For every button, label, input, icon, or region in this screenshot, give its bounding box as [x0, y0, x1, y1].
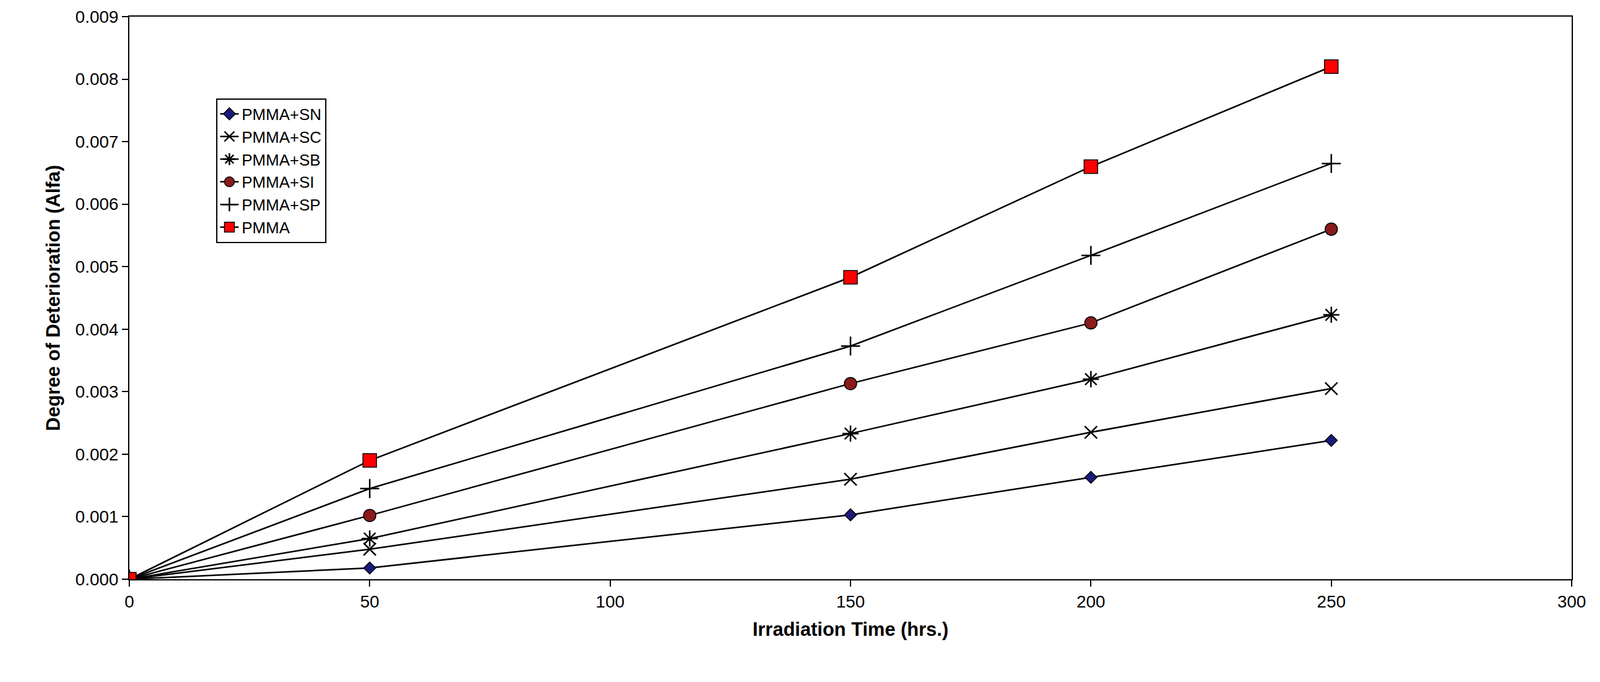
svg-text:0.001: 0.001: [75, 507, 119, 527]
svg-text:Irradiation Time (hrs.): Irradiation Time (hrs.): [752, 618, 949, 641]
svg-text:PMMA: PMMA: [242, 218, 291, 238]
svg-text:300: 300: [1557, 592, 1587, 612]
svg-text:PMMA+SI: PMMA+SI: [242, 173, 315, 192]
svg-text:0.000: 0.000: [75, 570, 119, 590]
svg-text:PMMA+SP: PMMA+SP: [242, 195, 321, 215]
svg-text:0.005: 0.005: [75, 257, 119, 277]
svg-text:Degree of Deterioration (Alfa): Degree of Deterioration (Alfa): [42, 165, 65, 432]
svg-text:PMMA+SC: PMMA+SC: [242, 128, 322, 147]
svg-text:0.008: 0.008: [75, 69, 119, 89]
svg-text:150: 150: [836, 592, 866, 612]
svg-text:0.004: 0.004: [75, 320, 119, 340]
svg-text:0.009: 0.009: [75, 7, 119, 27]
svg-text:100: 100: [595, 592, 625, 612]
svg-text:PMMA+SN: PMMA+SN: [242, 105, 322, 124]
svg-text:50: 50: [360, 592, 380, 612]
svg-text:0.006: 0.006: [75, 194, 119, 214]
svg-text:0.007: 0.007: [75, 132, 119, 152]
svg-text:PMMA+SB: PMMA+SB: [242, 150, 321, 170]
svg-text:0: 0: [124, 592, 135, 612]
svg-text:0.002: 0.002: [75, 445, 119, 465]
svg-text:200: 200: [1076, 592, 1106, 612]
svg-text:250: 250: [1316, 592, 1346, 612]
svg-text:0.003: 0.003: [75, 382, 119, 402]
